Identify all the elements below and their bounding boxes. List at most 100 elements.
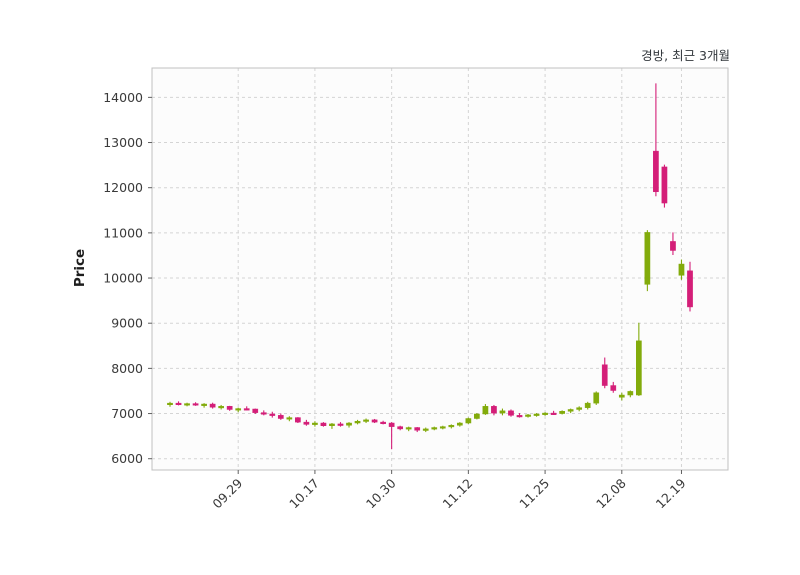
candle xyxy=(201,403,207,408)
candle-body xyxy=(277,415,284,419)
candle xyxy=(601,357,608,389)
candle-body xyxy=(209,403,216,408)
x-tick-label: 11.25 xyxy=(516,476,552,512)
y-tick-label: 12000 xyxy=(103,180,143,195)
x-tick-label: 12.19 xyxy=(653,475,689,511)
candle xyxy=(482,404,489,415)
candle xyxy=(627,390,634,398)
y-tick-label: 6000 xyxy=(111,451,143,466)
candle xyxy=(618,392,625,401)
y-tick-label: 7000 xyxy=(111,406,143,421)
candle-body xyxy=(482,406,489,415)
candle-body xyxy=(627,391,634,396)
candle-body xyxy=(167,402,173,406)
candle-body xyxy=(201,403,207,406)
candle-body xyxy=(525,414,531,417)
candle-body xyxy=(678,263,685,276)
candle-body xyxy=(337,423,344,426)
candle xyxy=(670,232,676,255)
candle xyxy=(218,404,224,410)
candle xyxy=(678,259,685,280)
candle-body xyxy=(661,166,668,204)
candle-body xyxy=(456,422,463,426)
candle-body xyxy=(303,421,310,425)
candle xyxy=(525,413,531,418)
candles xyxy=(167,83,693,450)
candle-body xyxy=(474,413,480,419)
candle xyxy=(209,402,216,409)
candle-body xyxy=(388,422,395,427)
y-tick-label: 9000 xyxy=(111,316,143,331)
candle xyxy=(380,420,386,425)
x-tick-label: 10.17 xyxy=(286,476,322,512)
candle-body xyxy=(593,392,600,404)
candle-body xyxy=(431,427,438,430)
candle-body xyxy=(192,403,199,406)
candle-body xyxy=(320,422,327,426)
candle xyxy=(337,422,344,427)
candle-body xyxy=(371,419,378,423)
candle-body xyxy=(346,422,352,426)
candle-body xyxy=(235,408,242,411)
candle xyxy=(687,261,693,312)
candle xyxy=(167,401,173,407)
candle xyxy=(175,401,182,406)
candle-body xyxy=(380,421,386,424)
candle-body xyxy=(610,385,617,391)
candle xyxy=(422,427,429,433)
candle-body xyxy=(653,150,659,193)
plot-border xyxy=(151,67,729,471)
candle-body xyxy=(354,420,361,424)
candle xyxy=(456,422,463,427)
candle xyxy=(636,322,642,396)
candle xyxy=(653,83,659,197)
candle-body xyxy=(559,411,565,414)
candle-body xyxy=(312,422,318,425)
candle xyxy=(295,417,301,424)
candle-body xyxy=(295,417,301,423)
candle-body xyxy=(422,428,429,431)
candle xyxy=(329,423,335,429)
candle xyxy=(576,406,583,412)
candle-body xyxy=(405,427,412,430)
candle-body xyxy=(601,364,608,386)
candle xyxy=(346,422,352,428)
plot-area xyxy=(152,68,728,470)
candle xyxy=(439,425,446,430)
candle xyxy=(550,410,557,415)
candle-body xyxy=(286,417,293,420)
candle-body xyxy=(542,412,548,415)
candle xyxy=(252,408,259,414)
candle-body xyxy=(567,409,574,412)
candle xyxy=(610,381,617,393)
candle xyxy=(397,425,404,431)
candle-body xyxy=(226,406,233,410)
candle-body xyxy=(184,403,190,406)
candle-body xyxy=(218,406,224,409)
candle xyxy=(363,418,369,424)
candle xyxy=(491,404,497,416)
candle-body xyxy=(644,232,651,285)
candle-body xyxy=(414,427,421,431)
candle-body xyxy=(533,413,540,416)
candle-body xyxy=(269,413,276,416)
candle xyxy=(474,413,480,420)
candle xyxy=(448,424,455,429)
candle-body xyxy=(175,402,182,406)
candle xyxy=(235,407,242,413)
candle xyxy=(277,413,284,420)
candle-body xyxy=(363,419,369,422)
candle xyxy=(431,426,438,431)
x-tick-label: 10.30 xyxy=(363,475,399,511)
candle xyxy=(593,391,600,405)
candle-body xyxy=(576,407,583,410)
candle xyxy=(312,421,318,427)
candle xyxy=(320,422,327,427)
candle-body xyxy=(397,426,404,430)
candle-body xyxy=(687,270,693,308)
candle xyxy=(303,419,310,426)
candle-body xyxy=(618,394,625,398)
y-tick-label: 13000 xyxy=(103,135,143,150)
candle-body xyxy=(508,410,514,416)
